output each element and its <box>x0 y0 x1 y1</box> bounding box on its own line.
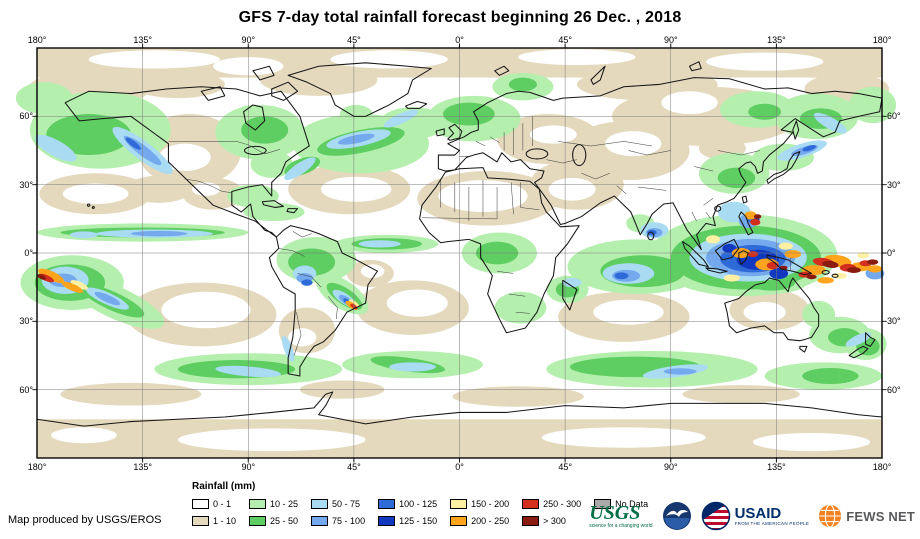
page-title: GFS 7-day total rainfall forecast beginn… <box>238 9 682 26</box>
legend-label: 75 - 100 <box>332 515 366 526</box>
legend-swatch <box>311 515 329 526</box>
legend-grid: 0 - 1 1 - 10 10 - 25 25 - 50 50 - 75 75 … <box>192 496 648 528</box>
legend-item: 75 - 100 <box>311 515 366 526</box>
legend-item: No Data <box>594 498 649 509</box>
lon-label: 0° <box>455 35 464 45</box>
fewsnet-logo-text: FEWS NET <box>846 508 915 524</box>
lon-label: 45° <box>347 462 361 472</box>
fewsnet-globe-icon <box>819 504 842 528</box>
lat-label: 30° <box>19 316 33 327</box>
legend-swatch <box>594 498 612 509</box>
usgs-tagline: science for a changing world <box>589 523 653 529</box>
lon-label: 180° <box>872 462 892 472</box>
legend-label: 200 - 250 <box>471 515 510 526</box>
legend-item: > 300 <box>522 515 581 526</box>
lat-label: 30° <box>887 179 901 190</box>
legend-swatch <box>522 515 540 526</box>
legend-item: 10 - 25 <box>249 498 299 509</box>
lon-label: 90° <box>663 35 678 45</box>
legend-item: 200 - 250 <box>450 515 510 526</box>
lat-label: 60° <box>19 111 33 122</box>
lon-label: 45° <box>347 35 361 45</box>
legend-item: 0 - 1 <box>192 498 236 509</box>
graticule <box>37 48 882 458</box>
lon-label: 90° <box>663 462 678 472</box>
frame-ticks <box>32 43 887 463</box>
usaid-logo-text: USAID <box>734 504 782 522</box>
legend-label: 0 - 1 <box>213 498 232 509</box>
lon-label: 180° <box>27 462 47 472</box>
legend-item: 150 - 200 <box>450 498 510 509</box>
lon-label: 135° <box>767 35 786 45</box>
lon-label: 135° <box>133 462 152 472</box>
lon-label: 135° <box>767 462 786 472</box>
legend-label: 50 - 75 <box>332 498 361 509</box>
lat-label: 30° <box>887 316 901 327</box>
noaa-logo <box>662 501 692 531</box>
country-borders <box>168 116 791 356</box>
legend-swatch <box>192 515 209 526</box>
rainfall-layer <box>15 48 897 458</box>
legend-item: 100 - 125 <box>378 498 438 509</box>
lat-label: 60° <box>19 384 33 395</box>
usgs-logo-text: USGS <box>589 502 641 524</box>
legend-item: 25 - 50 <box>249 515 299 526</box>
legend-item: 50 - 75 <box>311 498 365 509</box>
noaa-emblem-icon <box>662 502 691 530</box>
legend-swatch <box>192 498 209 509</box>
lon-label: 180° <box>872 35 892 45</box>
usaid-emblem-icon <box>701 501 730 531</box>
lon-label: 0° <box>455 462 464 472</box>
legend-swatch <box>450 498 468 509</box>
lat-label: 60° <box>887 111 901 122</box>
legend-label: 150 - 200 <box>471 498 510 509</box>
lon-label: 45° <box>558 35 572 45</box>
legend-label: 1 - 10 <box>213 515 237 526</box>
fewsnet-logo: FEWS NET <box>818 504 915 528</box>
lon-label: 45° <box>558 462 572 472</box>
legend-swatch <box>378 498 396 509</box>
usaid-tagline: FROM THE AMERICAN PEOPLE <box>734 520 810 526</box>
map-container: 180° 135° 90° 45° 0° 45° 90° 135° 180° 1… <box>15 35 901 472</box>
legend-label: > 300 <box>543 515 566 526</box>
lon-label: 180° <box>27 35 47 45</box>
lat-label: 0° <box>887 248 896 258</box>
lat-label: 0° <box>24 248 33 258</box>
legend-swatch <box>311 498 329 509</box>
lat-label: 30° <box>19 179 33 190</box>
legend-label: 250 - 300 <box>543 498 582 509</box>
legend-swatch <box>450 515 468 526</box>
legend-label: 10 - 25 <box>270 498 299 509</box>
lon-label: 90° <box>241 35 256 45</box>
legend-item: 125 - 150 <box>378 515 438 526</box>
legend: Rainfall (mm) 0 - 1 1 - 10 10 - 25 25 - … <box>192 481 648 528</box>
usaid-logo: USAID FROM THE AMERICAN PEOPLE <box>701 501 810 531</box>
logo-strip: USGS science for a changing world <box>589 497 915 535</box>
lon-label: 135° <box>133 35 152 45</box>
legend-title: Rainfall (mm) <box>192 481 256 492</box>
credit-text: Map produced by USGS/EROS <box>8 514 162 526</box>
legend-label: 25 - 50 <box>270 515 299 526</box>
lon-label: 90° <box>241 462 256 472</box>
legend-label: 100 - 125 <box>399 498 438 509</box>
lat-label: 60° <box>887 384 901 395</box>
legend-swatch <box>249 498 267 509</box>
legend-item: 1 - 10 <box>192 515 237 526</box>
legend-swatch <box>378 515 396 526</box>
legend-label: No Data <box>615 498 649 509</box>
coastlines <box>36 61 883 427</box>
legend-swatch <box>522 498 540 509</box>
legend-item: 250 - 300 <box>522 498 582 509</box>
legend-swatch <box>249 515 267 526</box>
usgs-logo: USGS science for a changing world <box>589 503 652 529</box>
world-rainfall-map <box>15 43 897 463</box>
legend-label: 125 - 150 <box>399 515 438 526</box>
